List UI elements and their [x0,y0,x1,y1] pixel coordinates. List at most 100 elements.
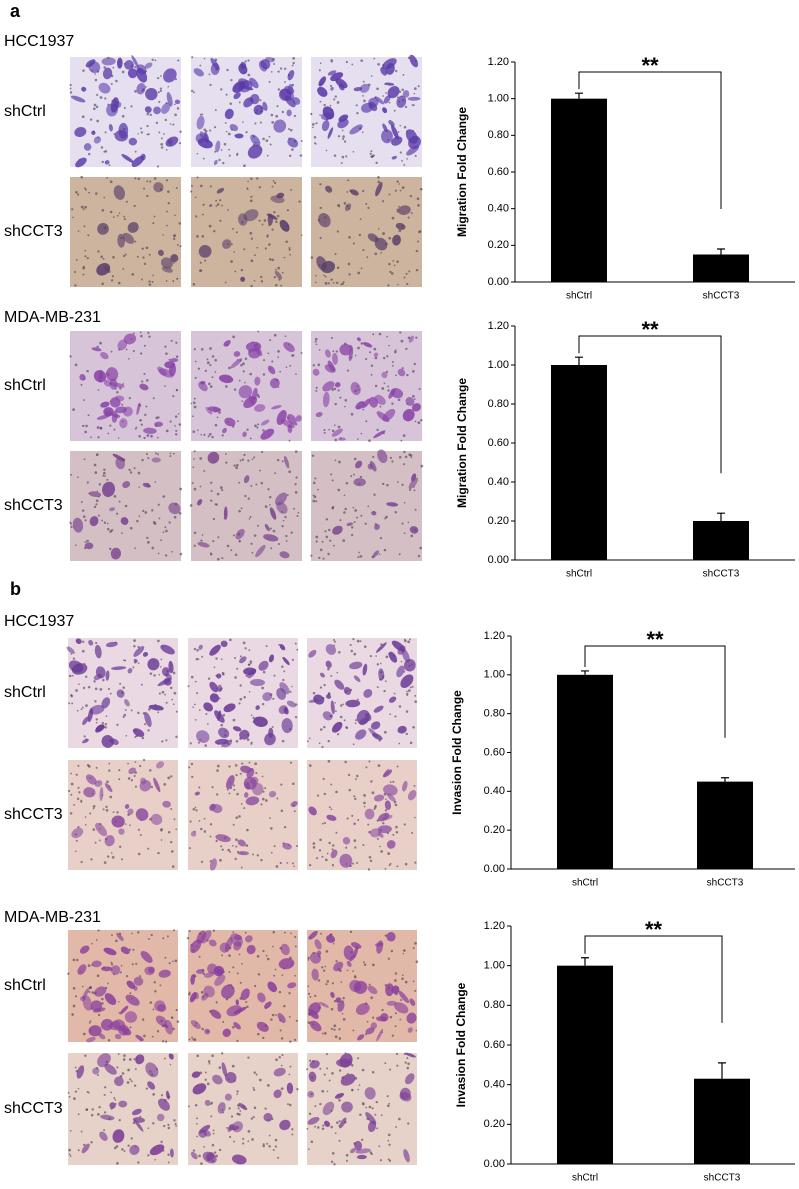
cell [116,689,125,698]
pore [315,386,318,389]
pore [80,708,83,711]
row-label: shCCT3 [4,806,63,823]
pore [333,942,335,945]
cell [330,86,334,91]
pore [77,764,80,767]
cell [374,524,380,530]
pore [242,1137,245,1140]
pore [157,503,160,506]
pore [377,62,380,66]
cell [103,379,111,387]
pore [253,1088,256,1091]
pore [82,208,85,211]
pore [75,689,78,692]
cell [355,460,363,469]
cell [104,783,113,793]
pore [173,262,175,264]
pore [264,787,267,790]
cell [211,804,223,814]
pore [241,400,244,403]
pore [312,842,316,845]
pore [200,860,204,864]
pore [84,249,87,252]
pore [106,522,109,525]
pore [210,499,213,502]
pore [337,389,340,392]
cell [190,974,196,985]
pore [242,121,244,123]
pore [95,721,98,724]
pore [234,857,237,861]
pore [81,115,85,119]
pore [146,536,149,540]
pore [369,859,373,863]
pore [354,797,357,801]
cell [349,979,362,993]
pore [157,639,160,643]
pore [169,452,172,455]
pore [324,530,327,533]
pore [345,1153,349,1157]
pore [92,805,96,808]
pore [82,273,85,276]
pore [380,252,382,254]
pore [329,104,332,107]
pore [81,706,84,709]
pore [119,682,122,685]
pore [377,764,381,768]
pore [152,1122,155,1125]
pore [151,546,155,550]
pore [399,189,402,192]
y-tick-label: 0.80 [488,129,509,141]
cell [232,1121,243,1133]
pore [284,931,286,934]
pore [120,964,123,967]
pore [188,930,191,933]
pore [72,408,75,411]
pore [197,429,199,432]
pore [129,824,131,827]
pore [330,1007,334,1011]
pore [127,762,129,765]
pore [84,823,87,826]
cell [93,370,107,383]
pore [380,850,384,853]
pore [148,708,151,711]
pore [196,692,199,695]
pore [219,199,222,202]
pore [110,852,113,854]
pore [376,428,379,432]
pore [112,216,115,219]
y-tick-label: 0.40 [488,476,509,488]
pore [199,261,202,264]
pore [333,1163,336,1166]
pore [160,658,163,661]
pore [407,640,410,644]
pore [74,1066,77,1069]
pore [270,547,273,550]
pore [68,1095,71,1098]
pore [277,356,280,359]
pore [358,233,362,237]
pore [235,463,239,467]
pore [113,1097,116,1099]
cell [156,761,165,769]
cell [131,55,139,68]
pore [190,762,194,766]
pore [172,960,174,963]
cell [190,939,202,954]
pore [152,1008,155,1011]
pore [195,215,198,218]
pore [250,1117,254,1120]
pore [318,69,321,72]
pore [148,283,152,286]
pore [203,57,206,60]
pore [96,119,100,123]
pore [359,1113,362,1117]
pore [99,96,103,99]
pore [322,969,326,972]
pore [263,359,266,362]
y-axis-title: Invasion Fold Change [454,982,468,1107]
cell [276,192,285,199]
micrograph [189,450,302,561]
